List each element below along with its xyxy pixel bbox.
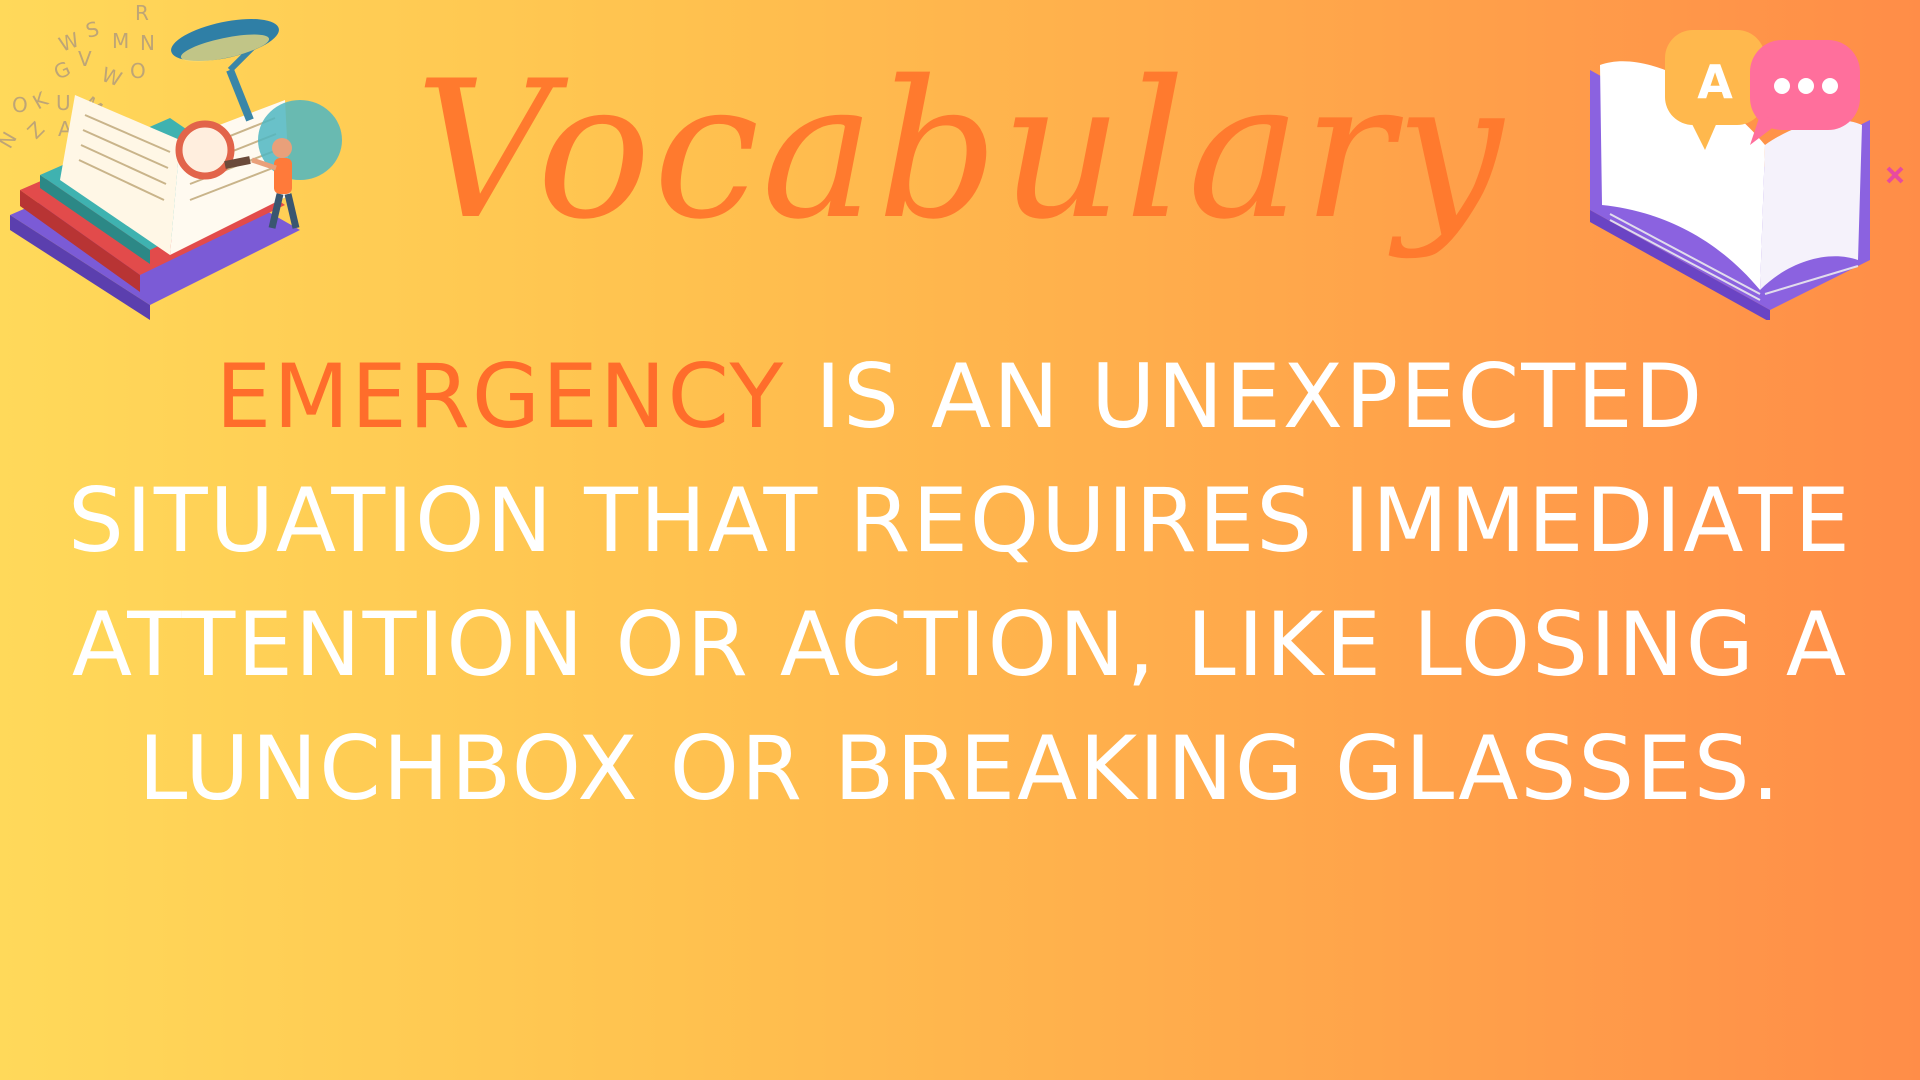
- vocabulary-definition: EMERGENCY IS AN UNEXPECTED SITUATION THA…: [40, 335, 1880, 831]
- svg-text:S: S: [83, 16, 101, 42]
- slide-title: Vocabulary: [414, 40, 1506, 261]
- book-speech-bubble-icon: A: [1590, 30, 1904, 320]
- bubble-letter: A: [1697, 55, 1733, 109]
- svg-text:R: R: [135, 1, 149, 25]
- svg-text:O: O: [130, 59, 146, 83]
- svg-text:M: M: [112, 29, 129, 53]
- svg-text:V: V: [78, 47, 92, 71]
- svg-text:U: U: [56, 91, 71, 115]
- svg-text:O: O: [12, 93, 28, 117]
- vocabulary-term: EMERGENCY: [215, 345, 786, 448]
- svg-text:N: N: [140, 31, 155, 55]
- book-study-illustration: W S M R N G V W O O K U M N Z A P: [0, 1, 342, 320]
- definition-text: IS AN UNEXPECTED SITUATION THAT REQUIRES…: [68, 345, 1852, 820]
